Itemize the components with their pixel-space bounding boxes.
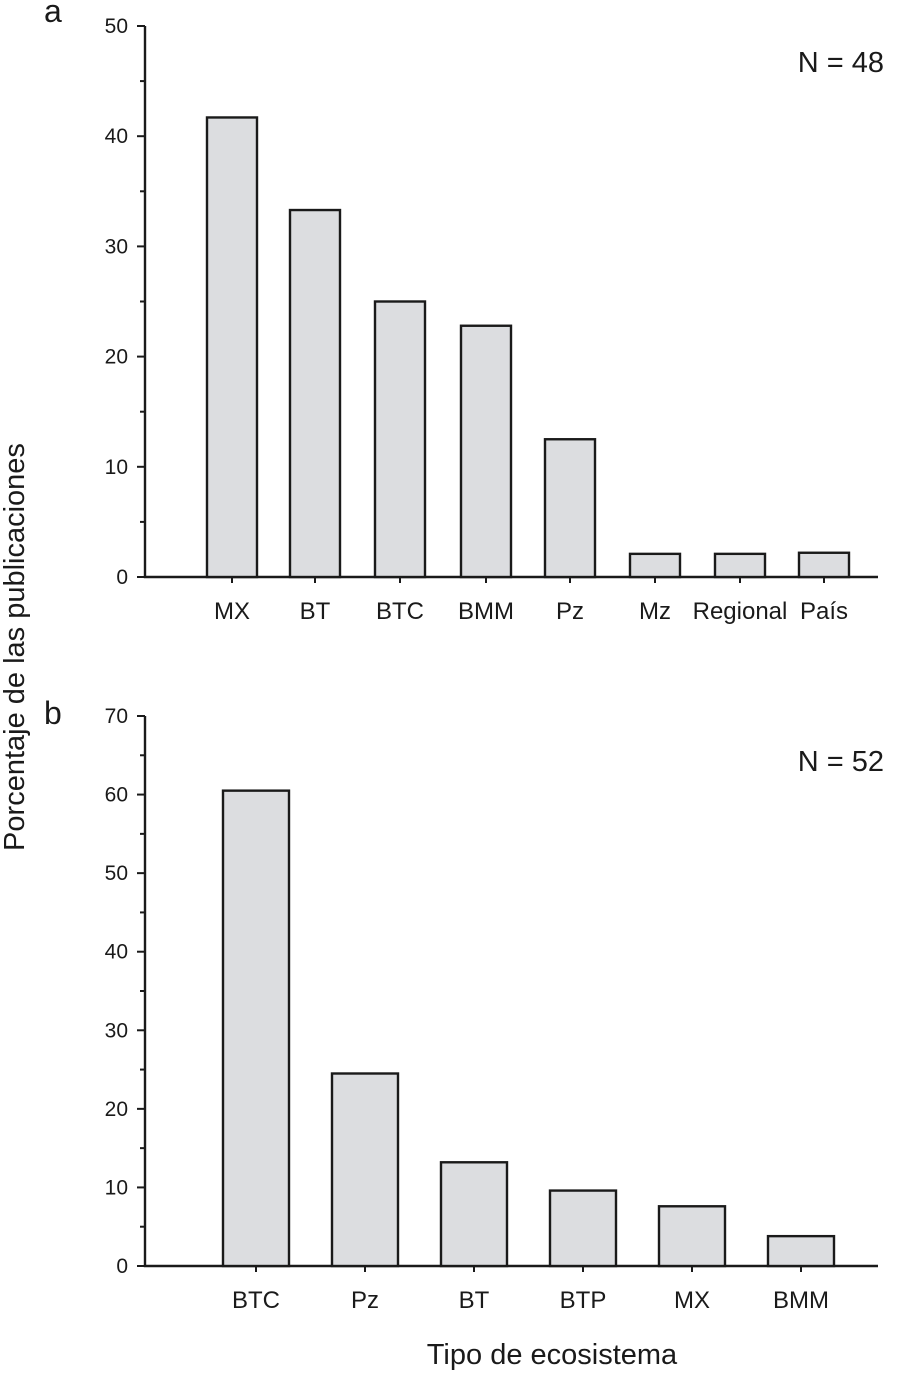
panel-b-ytick-70: 70 xyxy=(105,705,128,728)
panel-a-category-label: BTC xyxy=(376,598,424,625)
panel-b-category-label: BT xyxy=(459,1287,490,1314)
panel-a-category-label: BMM xyxy=(458,598,514,625)
bar-btc xyxy=(373,300,427,579)
panel-b-ytick-40: 40 xyxy=(105,941,128,964)
panel-b-category-labels: BTC Pz BT BTP MX BMM xyxy=(232,1287,829,1314)
panel-a-letter: a xyxy=(44,0,62,29)
panel-a-n-label: N = 48 xyxy=(798,47,884,79)
panel-b-ticks xyxy=(137,715,802,1272)
panel-b-ytick-60: 60 xyxy=(105,784,128,807)
y-axis-title: Porcentaje de las publicaciones xyxy=(0,443,31,851)
panel-b-category-label: MX xyxy=(674,1287,710,1314)
bar-bmm xyxy=(459,324,513,579)
panel-a-ytick-20: 20 xyxy=(105,346,128,369)
panel-a-ytick-30: 30 xyxy=(105,235,128,258)
panel-a: a N = 48 0 10 20 30 40 50 MX BT BTC BMM … xyxy=(44,0,884,625)
panel-a-tick-labels: 0 10 20 30 40 50 xyxy=(105,15,128,589)
panel-a-category-label: MX xyxy=(214,598,250,625)
panel-a-ytick-50: 50 xyxy=(105,15,128,38)
panel-b-ytick-30: 30 xyxy=(105,1019,128,1042)
bar-mx xyxy=(657,1205,727,1268)
panel-a-category-label: Pz xyxy=(556,598,584,625)
bar-mx xyxy=(205,116,259,579)
panel-b-ytick-50: 50 xyxy=(105,862,128,885)
panel-b-bars xyxy=(221,789,836,1268)
panel-a-category-label: BT xyxy=(300,598,331,625)
panel-a-category-labels: MX BT BTC BMM Pz Mz Regional País xyxy=(214,598,848,625)
panel-b-letter: b xyxy=(44,695,62,731)
bar-pz xyxy=(330,1072,400,1268)
panel-a-bars xyxy=(205,116,851,579)
bar-btc xyxy=(221,789,291,1268)
panel-b-n-label: N = 52 xyxy=(798,746,884,778)
bar-pz xyxy=(543,438,597,579)
panel-b-category-label: BTC xyxy=(232,1287,280,1314)
bar-bmm xyxy=(766,1234,836,1268)
bar-país xyxy=(797,551,851,579)
panel-b-ytick-10: 10 xyxy=(105,1176,128,1199)
panel-b: b N = 52 0 10 20 30 40 50 60 70 BTC Pz B… xyxy=(44,695,884,1314)
panel-a-ytick-10: 10 xyxy=(105,456,128,479)
panel-a-category-label: Mz xyxy=(639,598,671,625)
bar-regional xyxy=(713,552,767,579)
panel-b-ytick-20: 20 xyxy=(105,1098,128,1121)
panel-a-ytick-40: 40 xyxy=(105,125,128,148)
panel-b-category-label: BMM xyxy=(773,1287,829,1314)
panel-a-category-label: País xyxy=(800,598,848,625)
panel-a-category-label: Regional xyxy=(693,598,788,625)
panel-b-ytick-0: 0 xyxy=(116,1255,128,1278)
panel-a-ytick-0: 0 xyxy=(116,566,128,589)
panel-b-category-label: BTP xyxy=(560,1287,607,1314)
panel-b-category-label: Pz xyxy=(351,1287,379,1314)
x-axis-title: Tipo de ecosistema xyxy=(427,1339,678,1371)
bar-btp xyxy=(548,1189,618,1268)
bar-bt xyxy=(288,208,342,579)
panel-a-ticks xyxy=(137,25,825,583)
bar-mz xyxy=(628,552,682,579)
bar-bt xyxy=(439,1161,509,1268)
panel-b-tick-labels: 0 10 20 30 40 50 60 70 xyxy=(105,705,128,1278)
